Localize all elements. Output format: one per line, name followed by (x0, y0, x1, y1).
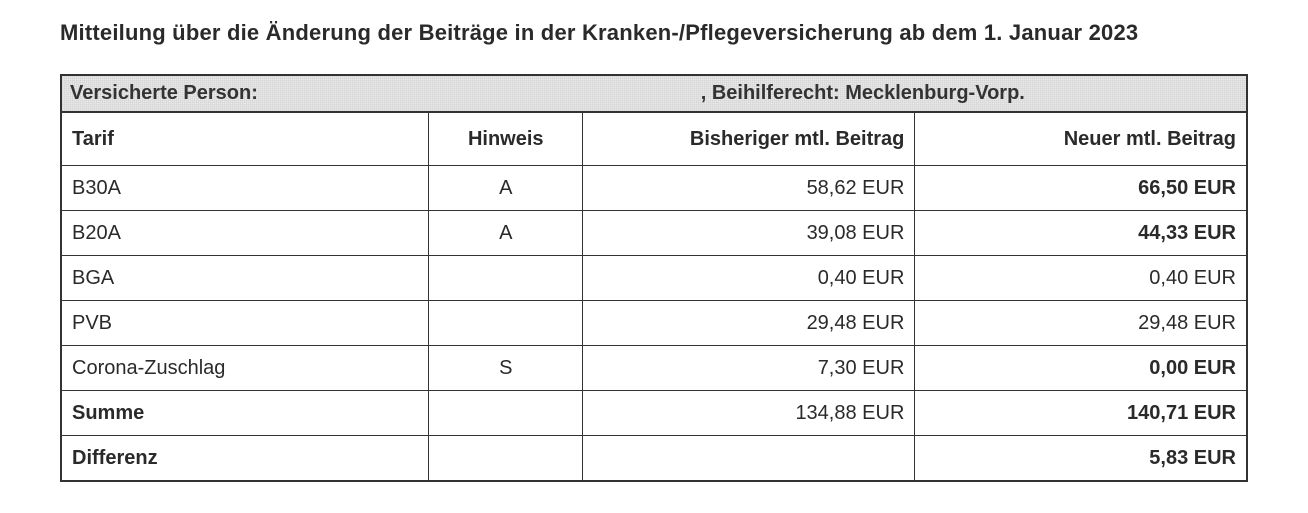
cell-hinweis: S (429, 346, 583, 391)
cell-hinweis: A (429, 211, 583, 256)
cell-bisher (583, 436, 915, 482)
cell-bisher: 7,30 EUR (583, 346, 915, 391)
cell-tarif: Corona-Zuschlag (61, 346, 429, 391)
col-header-neu: Neuer mtl. Beitrag (915, 112, 1247, 166)
cell-tarif: Differenz (61, 436, 429, 482)
cell-neu: 5,83 EUR (915, 436, 1247, 482)
cell-tarif: B30A (61, 166, 429, 211)
aid-law-label: , Beihilferecht: Mecklenburg-Vorp. (701, 82, 1238, 105)
cell-bisher: 0,40 EUR (583, 256, 915, 301)
page-title: Mitteilung über die Änderung der Beiträg… (60, 20, 1248, 46)
cell-hinweis (429, 391, 583, 436)
cell-neu: 140,71 EUR (915, 391, 1247, 436)
table-row: B20AA39,08 EUR44,33 EUR (61, 211, 1247, 256)
cell-tarif: PVB (61, 301, 429, 346)
table-row: Summe 134,88 EUR140,71 EUR (61, 391, 1247, 436)
insured-person-label: Versicherte Person: (70, 82, 701, 105)
table-header-row: Tarif Hinweis Bisheriger mtl. Beitrag Ne… (61, 112, 1247, 166)
table-row: Corona-ZuschlagS7,30 EUR0,00 EUR (61, 346, 1247, 391)
cell-tarif: Summe (61, 391, 429, 436)
cell-hinweis (429, 301, 583, 346)
table-row: Differenz 5,83 EUR (61, 436, 1247, 482)
insured-info-bar: Versicherte Person: , Beihilferecht: Mec… (60, 74, 1248, 111)
cell-tarif: BGA (61, 256, 429, 301)
cell-bisher: 134,88 EUR (583, 391, 915, 436)
table-body: B30AA58,62 EUR66,50 EURB20AA39,08 EUR44,… (61, 166, 1247, 482)
col-header-bisher: Bisheriger mtl. Beitrag (583, 112, 915, 166)
table-row: PVB 29,48 EUR29,48 EUR (61, 301, 1247, 346)
cell-neu: 66,50 EUR (915, 166, 1247, 211)
cell-bisher: 29,48 EUR (583, 301, 915, 346)
cell-neu: 0,40 EUR (915, 256, 1247, 301)
table-row: BGA 0,40 EUR0,40 EUR (61, 256, 1247, 301)
cell-hinweis (429, 256, 583, 301)
col-header-hinweis: Hinweis (429, 112, 583, 166)
cell-bisher: 58,62 EUR (583, 166, 915, 211)
contributions-table: Tarif Hinweis Bisheriger mtl. Beitrag Ne… (60, 111, 1248, 482)
col-header-tarif: Tarif (61, 112, 429, 166)
cell-tarif: B20A (61, 211, 429, 256)
cell-neu: 44,33 EUR (915, 211, 1247, 256)
cell-bisher: 39,08 EUR (583, 211, 915, 256)
cell-hinweis: A (429, 166, 583, 211)
cell-neu: 0,00 EUR (915, 346, 1247, 391)
cell-hinweis (429, 436, 583, 482)
table-row: B30AA58,62 EUR66,50 EUR (61, 166, 1247, 211)
cell-neu: 29,48 EUR (915, 301, 1247, 346)
